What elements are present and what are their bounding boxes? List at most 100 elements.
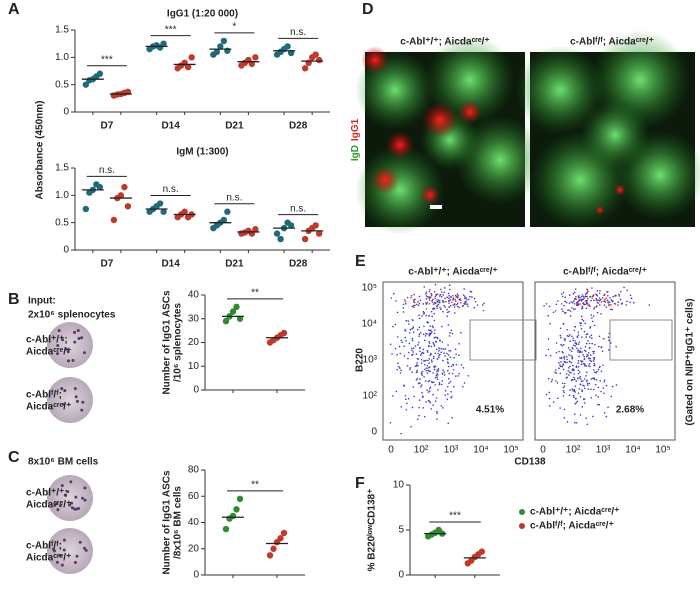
flow-event xyxy=(428,315,431,317)
flow-event xyxy=(559,334,562,337)
spot xyxy=(56,343,60,347)
spot xyxy=(60,563,64,567)
flow-event xyxy=(438,355,440,357)
flow-event xyxy=(421,370,424,373)
data-point xyxy=(96,183,104,191)
flow-event xyxy=(575,342,578,345)
flow-event xyxy=(420,362,423,364)
flow-event xyxy=(447,377,450,380)
x-tick-label: D28 xyxy=(289,259,308,270)
flow-event xyxy=(418,333,421,336)
flow-event xyxy=(586,302,589,305)
y-tick-label: 1.5 xyxy=(55,163,69,174)
flow-event xyxy=(414,345,417,347)
flow-event xyxy=(404,301,407,303)
flow-event xyxy=(421,315,423,317)
flow-event xyxy=(596,370,598,373)
flow-event xyxy=(410,294,413,297)
column-header: c-Ablᶠ/ᶠ; Aicdaᶜʳᵉ/⁺ xyxy=(570,37,654,48)
flow-event xyxy=(442,348,445,350)
flow-event xyxy=(433,332,436,335)
flow-event xyxy=(455,294,457,297)
flow-event xyxy=(578,341,581,343)
genotype-label: Aicdaᶜʳᵉ/⁺ xyxy=(26,500,71,511)
flow-event xyxy=(558,367,560,370)
flow-event xyxy=(430,310,433,313)
spot xyxy=(71,359,75,363)
flow-event xyxy=(563,360,565,363)
flow-event xyxy=(562,343,565,346)
flow-event xyxy=(587,352,590,354)
flow-event xyxy=(621,302,624,305)
flow-event xyxy=(599,380,602,382)
flow-event xyxy=(586,384,589,386)
flow-event xyxy=(412,351,415,353)
flow-event xyxy=(448,297,450,299)
x-axis-label: CD138 xyxy=(514,457,546,468)
flow-event xyxy=(428,342,431,344)
flow-event xyxy=(403,355,406,357)
flow-event xyxy=(446,308,449,311)
flow-event xyxy=(436,299,438,301)
flow-event xyxy=(433,381,435,384)
flow-event xyxy=(582,302,585,304)
flow-event xyxy=(626,300,628,303)
flow-event xyxy=(463,382,466,384)
y-tick-label: 0 xyxy=(398,570,404,581)
flow-event xyxy=(431,325,434,327)
flow-event xyxy=(615,384,618,386)
flow-event xyxy=(430,408,432,410)
y-tick-label: 1.0 xyxy=(55,190,69,201)
flow-event xyxy=(428,358,431,360)
flow-event xyxy=(414,365,417,368)
flow-event xyxy=(629,294,632,296)
flow-event xyxy=(432,303,435,305)
flow-event xyxy=(415,371,418,374)
column-header: c-Abl⁺/⁺; Aicdaᶜʳᵉ/⁺ xyxy=(400,37,489,48)
significance-label: n.s. xyxy=(226,192,242,203)
data-point xyxy=(222,317,230,325)
flow-event xyxy=(581,305,584,308)
x-tick-label: 0 xyxy=(388,445,394,456)
flow-event xyxy=(418,302,421,305)
flow-event xyxy=(439,306,441,309)
flow-event xyxy=(548,405,551,407)
flow-event xyxy=(599,365,601,368)
flow-event xyxy=(579,350,582,353)
flow-event xyxy=(562,368,565,371)
flow-event xyxy=(580,360,582,362)
flow-event xyxy=(444,297,446,299)
flow-event xyxy=(568,360,571,363)
data-point xyxy=(252,54,259,61)
flow-event xyxy=(435,374,438,377)
flow-event xyxy=(563,304,565,307)
data-point xyxy=(280,529,288,537)
flow-event xyxy=(394,347,397,350)
flow-event xyxy=(561,295,564,298)
flow-event xyxy=(561,382,564,385)
flow-event xyxy=(426,367,428,370)
y-tick-label: 40 xyxy=(188,290,200,301)
flow-event xyxy=(595,379,598,381)
flow-event xyxy=(589,327,591,329)
y-tick-label: 20 xyxy=(188,337,200,348)
spot xyxy=(78,540,82,544)
flow-event xyxy=(429,354,431,356)
flow-event xyxy=(441,325,443,328)
flow-event xyxy=(592,415,594,418)
flow-event xyxy=(571,369,574,371)
flow-event xyxy=(433,307,436,310)
flow-event xyxy=(548,391,550,394)
flow-event xyxy=(568,334,571,336)
flow-event xyxy=(562,395,565,397)
flow-event xyxy=(399,372,402,374)
y-axis-label: % B220ˡᵒʷCD138⁺ xyxy=(367,489,378,572)
flow-event xyxy=(437,352,439,355)
flow-event xyxy=(569,315,572,317)
flow-plot-frame xyxy=(382,281,524,441)
y-tick-label: 0 xyxy=(371,427,377,438)
flow-event xyxy=(593,388,595,391)
flow-event xyxy=(586,371,588,374)
flow-event xyxy=(560,343,562,346)
flow-event xyxy=(559,357,561,359)
